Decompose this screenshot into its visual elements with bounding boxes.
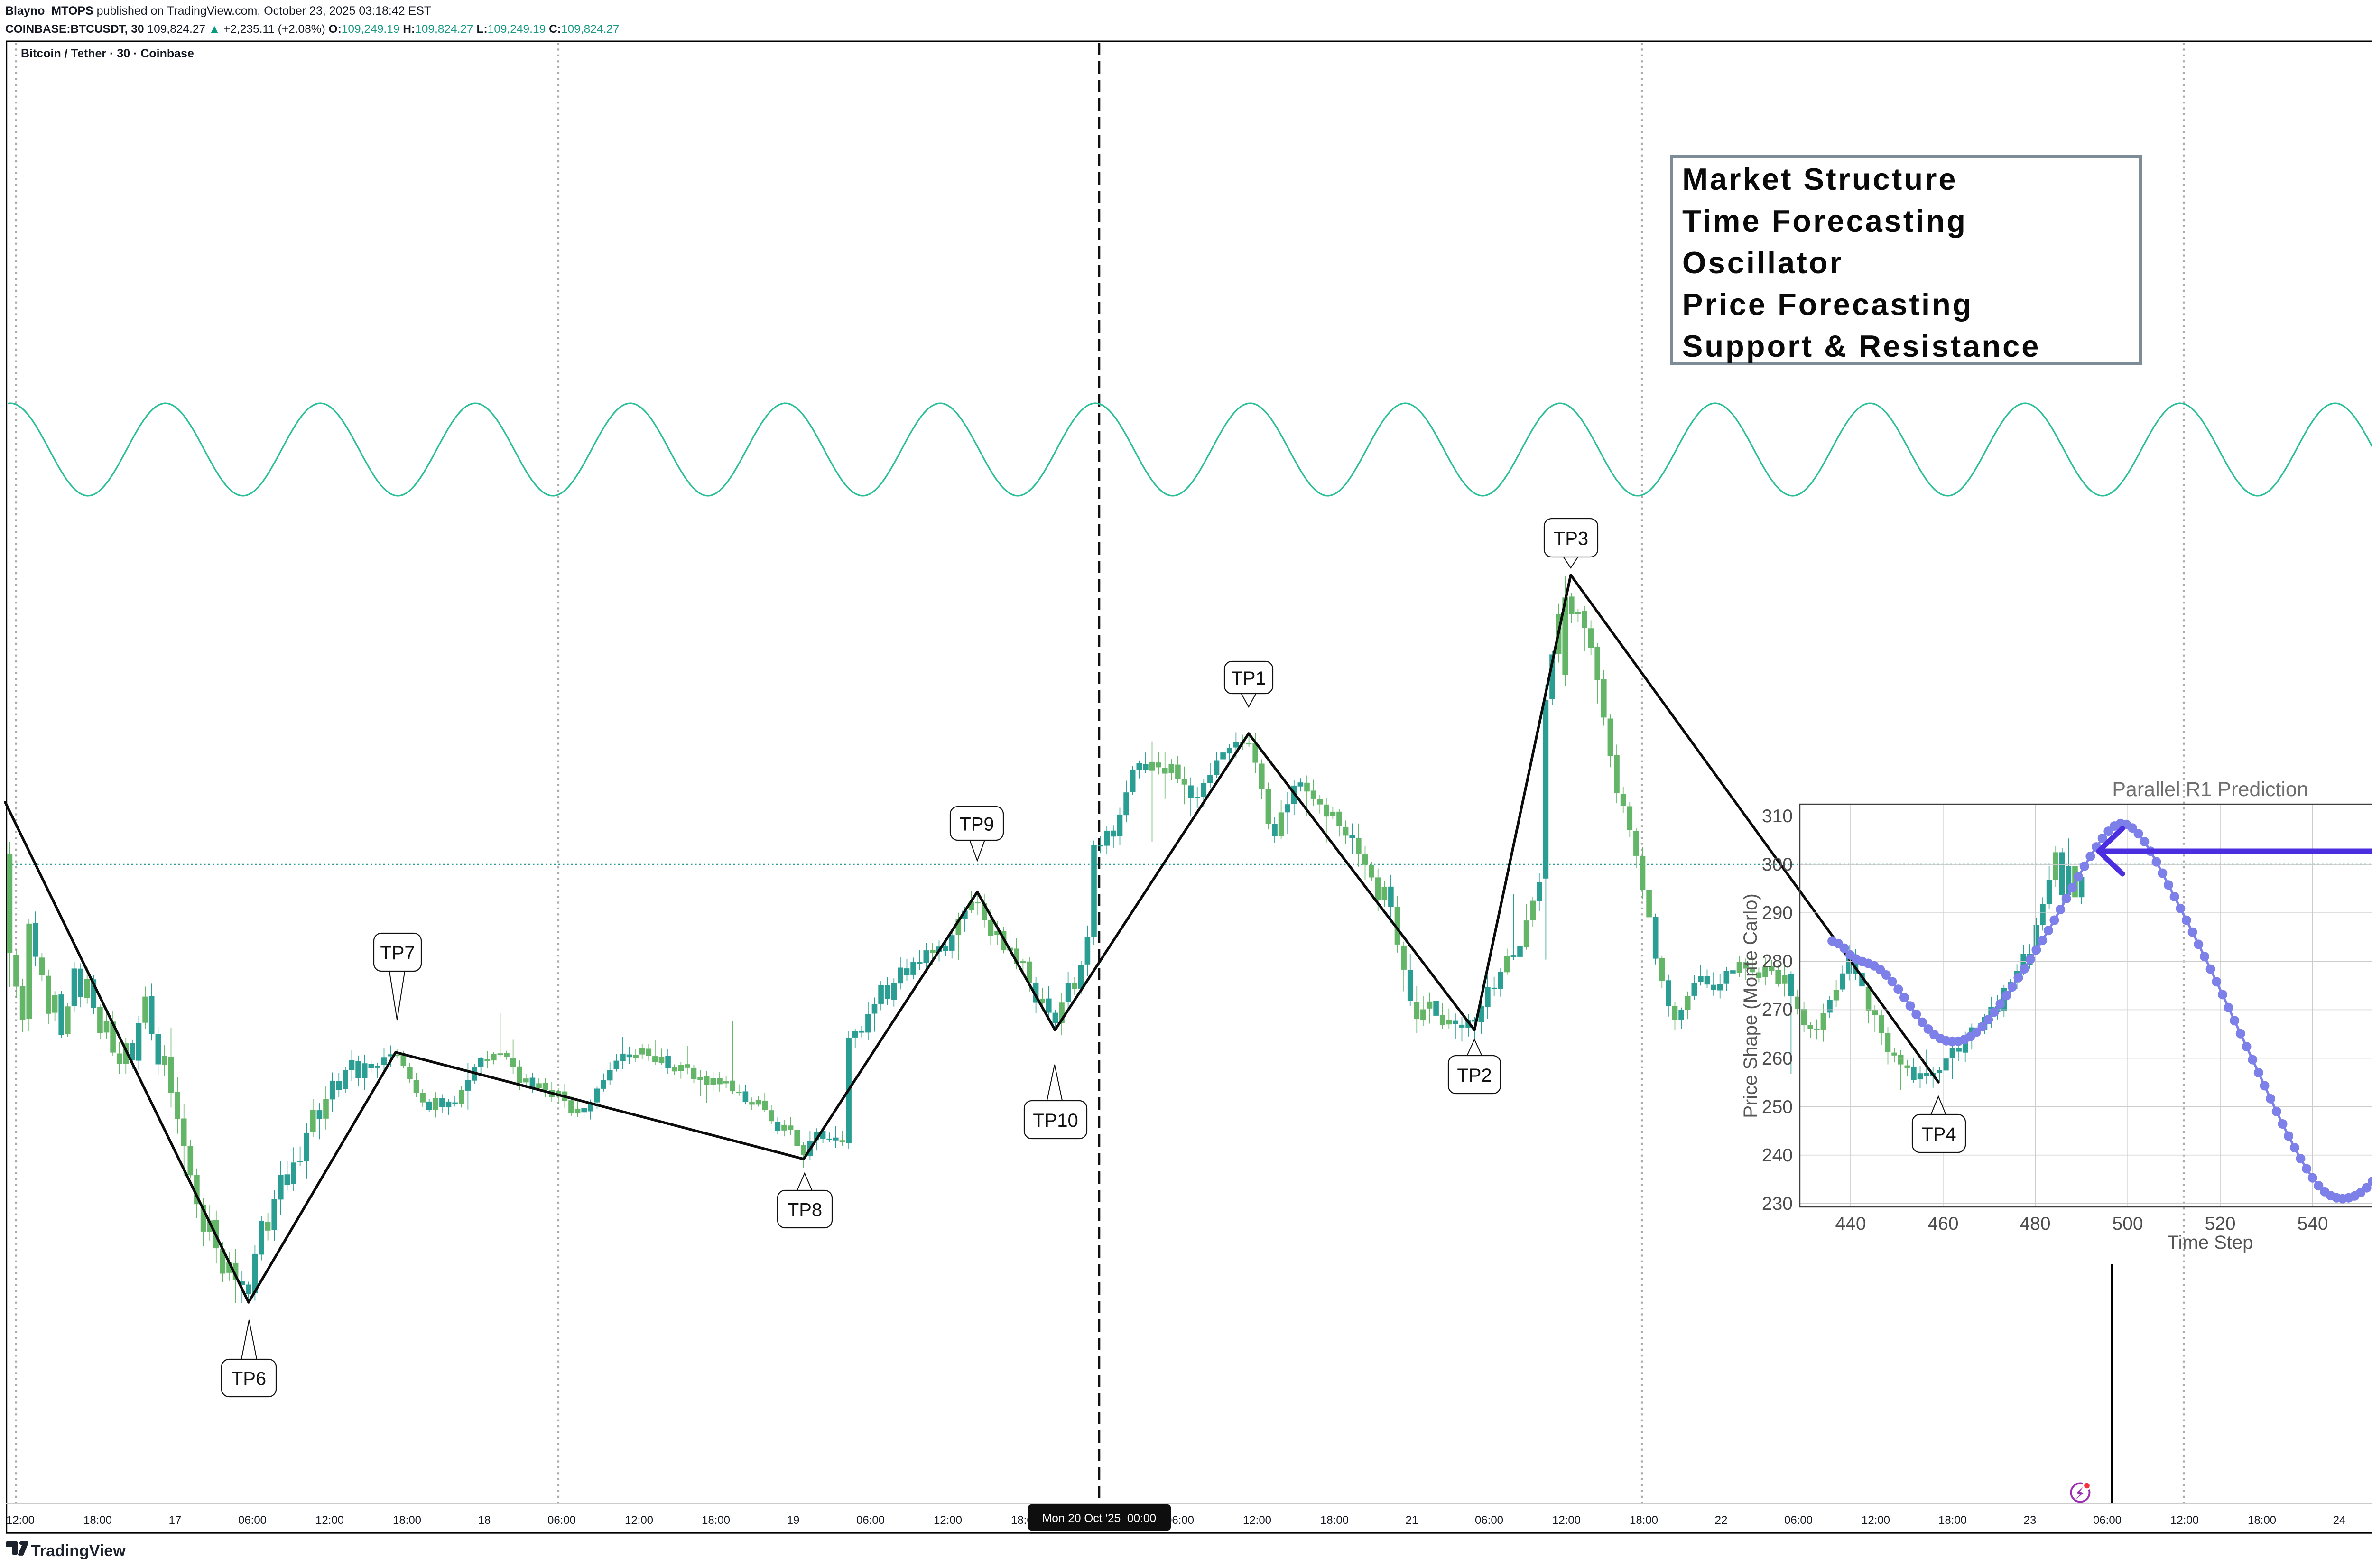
svg-text:12:00: 12:00 [1552,1514,1581,1527]
svg-text:520: 520 [2205,1214,2235,1234]
svg-text:18: 18 [478,1514,491,1527]
svg-text:TP1: TP1 [1231,668,1266,689]
svg-text:440: 440 [1835,1214,1866,1234]
svg-text:17: 17 [169,1514,182,1527]
svg-text:280: 280 [1762,951,1793,972]
svg-text:TP10: TP10 [1033,1110,1078,1131]
svg-text:500: 500 [2112,1214,2143,1234]
svg-text:260: 260 [1762,1048,1793,1069]
svg-text:12:00: 12:00 [1243,1514,1271,1527]
svg-text:300: 300 [1762,854,1793,875]
svg-text:06:00: 06:00 [238,1514,267,1527]
svg-text:Parallel R1 Prediction: Parallel R1 Prediction [2112,778,2308,801]
svg-text:21: 21 [1406,1514,1418,1527]
svg-text:Blayno_MTOPS published on Trad: Blayno_MTOPS published on TradingView.co… [5,4,431,18]
svg-text:COINBASE:BTCUSDT, 30 109,824.: COINBASE:BTCUSDT, 30 109,824.27 ▲ +2,235… [5,23,620,36]
svg-text:Price Shape (Monte Carlo): Price Shape (Monte Carlo) [1740,893,1761,1118]
svg-text:12:00: 12:00 [6,1514,35,1527]
svg-text:22: 22 [1715,1514,1728,1527]
svg-text:06:00: 06:00 [547,1514,576,1527]
svg-text:Market Structure: Market Structure [1682,162,1958,196]
svg-text:06:00: 06:00 [2093,1514,2122,1527]
svg-text:TradingView: TradingView [31,1542,126,1560]
svg-text:Price Forecasting: Price Forecasting [1682,287,1974,322]
svg-text:TP9: TP9 [959,814,994,835]
svg-text:Time Forecasting: Time Forecasting [1682,204,1967,238]
svg-text:06:00: 06:00 [1784,1514,1813,1527]
svg-text:TP3: TP3 [1554,529,1588,549]
svg-text:06:00: 06:00 [1475,1514,1503,1527]
svg-text:24: 24 [2333,1514,2346,1527]
svg-text:18:00: 18:00 [393,1514,421,1527]
svg-text:Support & Resistance: Support & Resistance [1682,329,2040,363]
svg-text:TP7: TP7 [380,943,415,964]
svg-text:Oscillator: Oscillator [1682,245,1844,280]
svg-text:18:00: 18:00 [1320,1514,1349,1527]
svg-text:18:00: 18:00 [1630,1514,1658,1527]
svg-text:270: 270 [1762,1000,1793,1020]
svg-text:290: 290 [1762,903,1793,923]
svg-text:18:00: 18:00 [1938,1514,1967,1527]
svg-text:240: 240 [1762,1145,1793,1166]
svg-text:TP8: TP8 [788,1200,822,1221]
svg-text:Mon 20 Oct '25 00:00: Mon 20 Oct '25 00:00 [1042,1512,1156,1525]
svg-text:230: 230 [1762,1194,1793,1214]
svg-text:18:00: 18:00 [2248,1514,2276,1527]
svg-text:12:00: 12:00 [625,1514,653,1527]
svg-text:12:00: 12:00 [1862,1514,1890,1527]
svg-text:18:00: 18:00 [702,1514,730,1527]
svg-text:Bitcoin / Tether · 30 · Coinba: Bitcoin / Tether · 30 · Coinbase [21,47,194,60]
svg-text:12:00: 12:00 [2170,1514,2199,1527]
svg-text:19: 19 [787,1514,800,1527]
svg-text:12:00: 12:00 [934,1514,962,1527]
svg-text:310: 310 [1762,806,1793,826]
svg-text:480: 480 [2020,1214,2050,1234]
svg-text:460: 460 [1927,1214,1958,1234]
svg-text:06:00: 06:00 [856,1514,885,1527]
svg-text:12:00: 12:00 [315,1514,344,1527]
svg-text:Time Step: Time Step [2168,1232,2253,1253]
svg-text:TP6: TP6 [232,1369,266,1390]
svg-text:18:00: 18:00 [83,1514,112,1527]
svg-text:23: 23 [2024,1514,2037,1527]
svg-text:TP2: TP2 [1457,1065,1492,1086]
svg-text:TP4: TP4 [1921,1124,1956,1145]
svg-text:250: 250 [1762,1097,1793,1117]
svg-text:540: 540 [2297,1214,2328,1234]
